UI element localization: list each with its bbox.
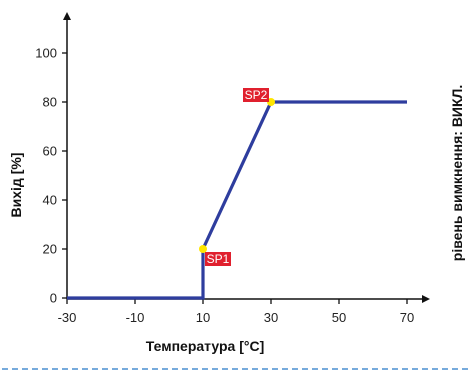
y-tick-label: 100 bbox=[35, 46, 57, 61]
x-axis-arrow bbox=[422, 295, 430, 303]
x-tick-label: -30 bbox=[58, 310, 77, 325]
annotations: SP1 SP2 bbox=[199, 88, 275, 266]
x-axis-title: Температура [°C] bbox=[146, 338, 264, 354]
y-axis-title: Вихід [%] bbox=[8, 153, 24, 218]
y-tick-label: 60 bbox=[43, 144, 57, 159]
x-tick-label: -10 bbox=[126, 310, 145, 325]
output-series-line bbox=[67, 100, 407, 300]
y-tick-label: 20 bbox=[43, 242, 57, 257]
y-axis-arrow bbox=[63, 12, 71, 20]
sp2-label: SP2 bbox=[245, 88, 268, 102]
sp1-label-box bbox=[205, 252, 231, 266]
sp1-label: SP1 bbox=[207, 252, 230, 266]
x-tick-label: 30 bbox=[264, 310, 278, 325]
y-tick-label: 40 bbox=[43, 193, 57, 208]
right-side-label: рівень вимкнення: ВИКЛ. bbox=[449, 85, 465, 261]
y-tick-label: 0 bbox=[50, 291, 57, 306]
x-tick-label: 10 bbox=[196, 310, 210, 325]
sp2-label-box bbox=[243, 88, 269, 102]
x-tick-label: 50 bbox=[332, 310, 346, 325]
sp1-marker bbox=[199, 245, 207, 253]
ticks: 0 20 40 60 80 100 -30 -10 10 30 50 70 bbox=[35, 46, 414, 326]
y-tick-label: 80 bbox=[43, 95, 57, 110]
series bbox=[67, 100, 407, 300]
x-tick-label: 70 bbox=[400, 310, 414, 325]
